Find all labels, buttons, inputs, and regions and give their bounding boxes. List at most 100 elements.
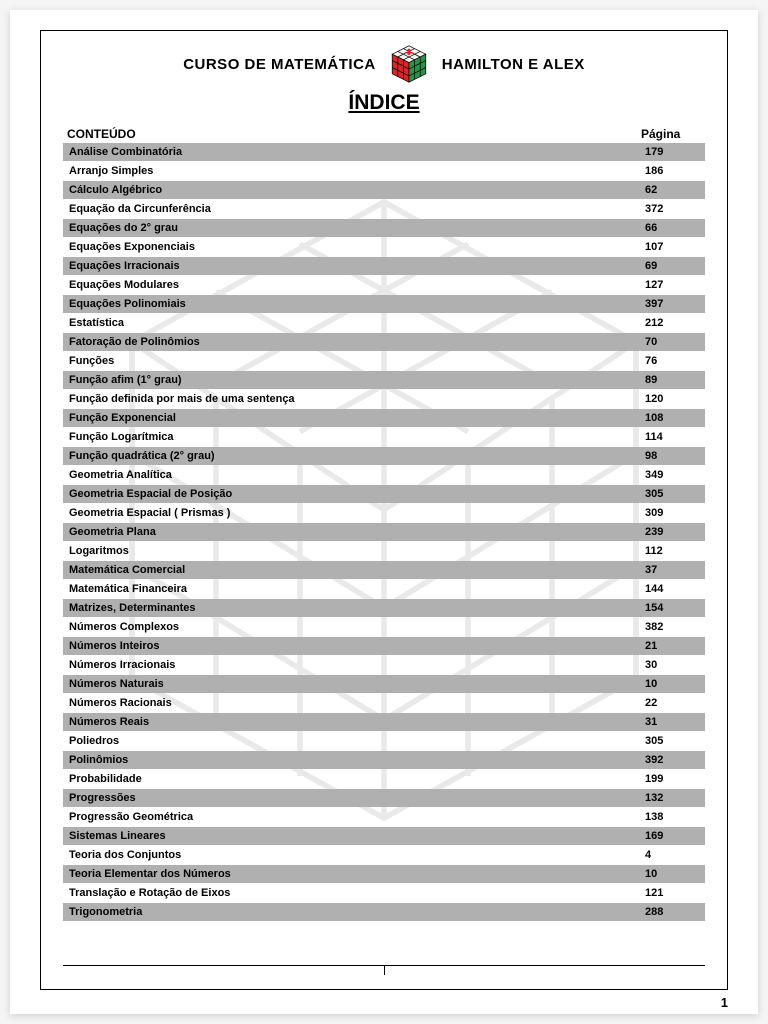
index-row: Translação e Rotação de Eixos121	[63, 884, 705, 902]
column-header-page: Página	[641, 127, 701, 141]
index-row-content: Números Complexos	[69, 621, 645, 633]
index-row: Estatística212	[63, 314, 705, 332]
index-row: Equação da Circunferência372	[63, 200, 705, 218]
index-row-page: 179	[645, 146, 699, 158]
document-header: CURSO DE MATEMÁTICA	[63, 43, 705, 85]
index-row-content: Números Naturais	[69, 678, 645, 690]
index-row-content: Função quadrática (2° grau)	[69, 450, 645, 462]
index-row: Progressões132	[63, 789, 705, 807]
index-row: Funções76	[63, 352, 705, 370]
index-row-content: Probabilidade	[69, 773, 645, 785]
index-row-content: Sistemas Lineares	[69, 830, 645, 842]
index-row-content: Equação da Circunferência	[69, 203, 645, 215]
index-row-page: 349	[645, 469, 699, 481]
index-row: Análise Combinatória179	[63, 143, 705, 161]
index-row-page: 127	[645, 279, 699, 291]
index-row: Teoria dos Conjuntos4	[63, 846, 705, 864]
index-row: Números Naturais10	[63, 675, 705, 693]
index-row-page: 382	[645, 621, 699, 633]
index-row-page: 30	[645, 659, 699, 671]
column-header-content: CONTEÚDO	[67, 127, 641, 141]
document-page: CURSO DE MATEMÁTICA	[10, 10, 758, 1014]
index-row: Trigonometria288	[63, 903, 705, 921]
index-row: Probabilidade199	[63, 770, 705, 788]
index-row-content: Matrizes, Determinantes	[69, 602, 645, 614]
index-row-page: 372	[645, 203, 699, 215]
column-headers: CONTEÚDO Página	[63, 127, 705, 141]
index-row-content: Poliedros	[69, 735, 645, 747]
index-row-page: 98	[645, 450, 699, 462]
index-row-content: Teoria Elementar dos Números	[69, 868, 645, 880]
index-entries: Análise Combinatória179Arranjo Simples18…	[63, 143, 705, 921]
index-row-page: 169	[645, 830, 699, 842]
index-row-page: 305	[645, 735, 699, 747]
index-row: Polinômios392	[63, 751, 705, 769]
index-row: Logaritmos112	[63, 542, 705, 560]
index-row: Números Inteiros21	[63, 637, 705, 655]
index-row-page: 239	[645, 526, 699, 538]
index-row-content: Números Inteiros	[69, 640, 645, 652]
index-row: Números Reais31	[63, 713, 705, 731]
index-row-page: 112	[645, 545, 699, 557]
index-row: Matemática Comercial37	[63, 561, 705, 579]
index-row-content: Função afim (1° grau)	[69, 374, 645, 386]
index-row-page: 70	[645, 336, 699, 348]
index-row: Matemática Financeira144	[63, 580, 705, 598]
index-row-page: 31	[645, 716, 699, 728]
index-row: Poliedros305	[63, 732, 705, 750]
index-row-page: 120	[645, 393, 699, 405]
content-frame: CURSO DE MATEMÁTICA	[40, 30, 728, 990]
index-row-page: 305	[645, 488, 699, 500]
index-row: Números Racionais22	[63, 694, 705, 712]
index-row: Geometria Plana239	[63, 523, 705, 541]
index-row-page: 10	[645, 678, 699, 690]
page-title: ÍNDICE	[63, 91, 705, 115]
index-row-page: 10	[645, 868, 699, 880]
index-row-content: Fatoração de Polinômios	[69, 336, 645, 348]
index-row-content: Geometria Espacial de Posição	[69, 488, 645, 500]
index-row-content: Equações do 2° grau	[69, 222, 645, 234]
index-row-page: 212	[645, 317, 699, 329]
index-row: Matrizes, Determinantes154	[63, 599, 705, 617]
index-row-page: 132	[645, 792, 699, 804]
index-row-page: 108	[645, 412, 699, 424]
index-row-content: Estatística	[69, 317, 645, 329]
index-row: Equações Irracionais69	[63, 257, 705, 275]
index-row-page: 62	[645, 184, 699, 196]
index-row-content: Análise Combinatória	[69, 146, 645, 158]
index-row-page: 37	[645, 564, 699, 576]
index-row-content: Matemática Financeira	[69, 583, 645, 595]
index-row-content: Matemática Comercial	[69, 564, 645, 576]
index-row-page: 144	[645, 583, 699, 595]
footer-divider	[63, 965, 705, 975]
index-row-page: 186	[645, 165, 699, 177]
index-row-page: 107	[645, 241, 699, 253]
index-row: Função quadrática (2° grau)98	[63, 447, 705, 465]
index-row: Função Exponencial108	[63, 409, 705, 427]
index-row: Teoria Elementar dos Números10	[63, 865, 705, 883]
index-row-page: 66	[645, 222, 699, 234]
index-row-content: Polinômios	[69, 754, 645, 766]
index-row: Equações Polinomiais397	[63, 295, 705, 313]
index-row-content: Cálculo Algébrico	[69, 184, 645, 196]
index-row-page: 22	[645, 697, 699, 709]
index-row-page: 21	[645, 640, 699, 652]
index-row-page: 397	[645, 298, 699, 310]
index-row: Geometria Espacial de Posição305	[63, 485, 705, 503]
index-row-content: Função definida por mais de uma sentença	[69, 393, 645, 405]
index-row: Sistemas Lineares169	[63, 827, 705, 845]
header-right-text: HAMILTON E ALEX	[442, 56, 585, 73]
index-row: Fatoração de Polinômios70	[63, 333, 705, 351]
index-row-content: Logaritmos	[69, 545, 645, 557]
index-row-page: 392	[645, 754, 699, 766]
index-row-content: Translação e Rotação de Eixos	[69, 887, 645, 899]
index-row: Equações Modulares127	[63, 276, 705, 294]
index-row-page: 199	[645, 773, 699, 785]
index-row-content: Equações Exponenciais	[69, 241, 645, 253]
index-row-content: Trigonometria	[69, 906, 645, 918]
rubiks-cube-icon	[388, 43, 430, 85]
index-row: Arranjo Simples186	[63, 162, 705, 180]
index-row-page: 4	[645, 849, 699, 861]
index-row-content: Números Irracionais	[69, 659, 645, 671]
index-row: Cálculo Algébrico62	[63, 181, 705, 199]
